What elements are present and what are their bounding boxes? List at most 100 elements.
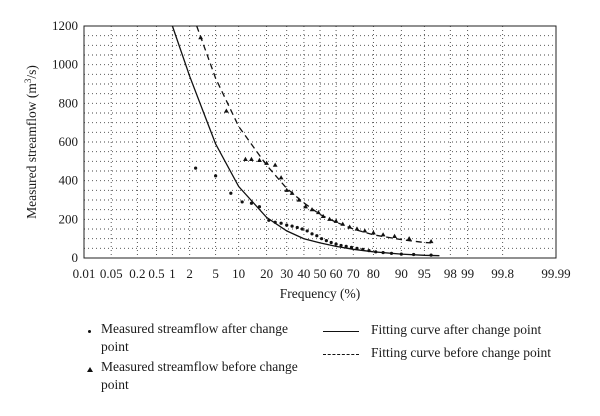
y-tick-label: 400 — [59, 173, 79, 188]
fitting-curve-after — [171, 25, 440, 257]
after-point — [361, 247, 365, 251]
triangle-marker-icon — [87, 367, 93, 372]
after-point — [319, 237, 324, 241]
after-point — [355, 246, 359, 250]
before-point — [347, 224, 353, 229]
before-point — [198, 35, 204, 40]
before-point — [257, 157, 262, 162]
before-point — [354, 226, 360, 231]
fitting-curves — [171, 25, 440, 257]
x-tick-label: 60 — [330, 266, 343, 281]
y-tick-label: 1200 — [52, 18, 78, 33]
before-point — [284, 187, 290, 192]
after-point — [389, 251, 394, 255]
before-point — [320, 213, 326, 219]
data-markers — [194, 35, 434, 257]
grid — [84, 26, 556, 258]
after-point — [249, 201, 254, 205]
x-tick-label: 50 — [314, 266, 327, 281]
before-point — [380, 232, 386, 237]
after-point — [381, 250, 385, 255]
before-point — [249, 156, 254, 161]
before-point — [406, 236, 412, 241]
after-point — [240, 200, 244, 204]
after-point — [412, 252, 416, 257]
before-point — [340, 221, 346, 226]
y-tick-label: 0 — [72, 250, 79, 265]
x-tick-label: 0.5 — [148, 266, 164, 281]
x-tick-label: 99.99 — [541, 266, 570, 281]
x-tick-label: 40 — [297, 266, 310, 281]
after-point — [214, 174, 218, 178]
after-point — [267, 218, 271, 222]
after-point — [279, 221, 283, 225]
x-tick-label: 20 — [260, 266, 273, 281]
solid-line-icon — [323, 331, 359, 332]
x-tick-label: 2 — [186, 266, 193, 281]
after-point — [300, 227, 304, 231]
x-tick-label: 1 — [169, 266, 176, 281]
x-tick-label: 0.01 — [73, 266, 96, 281]
after-point — [285, 223, 289, 227]
y-axis-label-unit-end: /s) — [24, 65, 39, 79]
x-tick-label: 5 — [212, 266, 219, 281]
after-point — [329, 240, 333, 245]
y-axis-label-superscript: 3 — [23, 78, 33, 83]
before-point — [243, 156, 248, 161]
after-point — [315, 234, 319, 238]
before-point — [303, 204, 308, 209]
before-point — [327, 216, 332, 221]
y-axis-label-main: Measured streamflow (m — [24, 83, 39, 219]
after-point — [374, 250, 378, 254]
x-tick-label: 0.05 — [100, 266, 123, 281]
before-point — [289, 190, 295, 195]
x-tick-label: 98 — [444, 266, 457, 281]
x-tick-label: 99 — [461, 266, 474, 281]
before-point — [362, 228, 368, 233]
legend-label: Fitting curve before change point — [371, 345, 551, 360]
y-axis-ticks: 0 200 400 600 800 1000 1200 — [52, 18, 78, 265]
after-point — [194, 166, 198, 170]
before-point — [272, 162, 278, 167]
after-point — [257, 205, 262, 209]
x-tick-label: 10 — [232, 266, 245, 281]
x-tick-label: 80 — [367, 266, 380, 281]
before-point — [296, 197, 302, 202]
after-point — [290, 224, 294, 228]
y-tick-label: 200 — [59, 211, 79, 226]
fitting-curve-before — [196, 25, 432, 244]
after-point — [334, 242, 338, 246]
before-point — [333, 218, 339, 223]
before-point — [428, 238, 434, 244]
after-point — [344, 244, 348, 248]
x-tick-label: 90 — [395, 266, 408, 281]
after-point — [399, 252, 403, 256]
after-point — [339, 243, 343, 248]
y-tick-label: 800 — [59, 95, 79, 110]
before-point — [316, 209, 321, 215]
before-point — [223, 108, 229, 113]
before-point — [371, 230, 376, 235]
legend-label: Fitting curve after change point — [371, 322, 542, 337]
after-point — [349, 245, 354, 249]
after-point — [324, 239, 328, 243]
after-point — [295, 225, 299, 230]
before-point — [264, 160, 269, 165]
before-point — [278, 175, 284, 180]
legend-label: Measured streamflow before change point — [101, 359, 298, 392]
legend-label: Measured streamflow after change point — [101, 321, 289, 354]
after-point — [429, 253, 433, 257]
after-point — [367, 249, 371, 253]
plot-frame — [83, 25, 557, 259]
after-point — [310, 232, 314, 236]
after-point — [305, 229, 309, 233]
x-axis-ticks: 0.01 0.05 0.2 0.5 1 2 5 10 20 30 40 50 60 70 80 90 95 98 9… — [73, 266, 571, 281]
x-tick-label: 99.8 — [491, 266, 514, 281]
y-tick-label: 1000 — [52, 57, 78, 72]
x-tick-label: 95 — [418, 266, 431, 281]
y-tick-label: 600 — [59, 134, 79, 149]
x-axis-label: Frequency (%) — [280, 286, 361, 301]
y-axis-label: Measured streamflow (m3/s) — [23, 65, 39, 219]
